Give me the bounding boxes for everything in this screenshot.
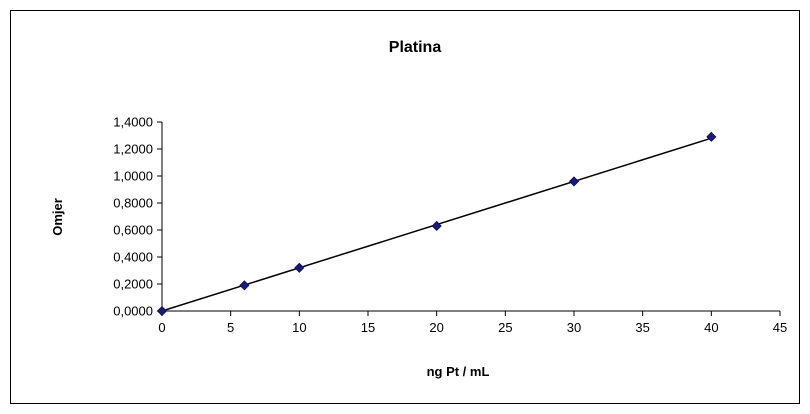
y-ticks: 0,0000 0,2000 0,4000 0,6000 0,8000 1,0000 1,20…: [113, 115, 162, 319]
x-tick-label: 0: [158, 320, 165, 335]
data-point: [568, 176, 580, 187]
y-tick-label: 0,6000: [113, 223, 153, 238]
x-ticks: 0 5 10 15 20 25 30 35 40 45: [158, 311, 787, 335]
x-tick-label: 40: [704, 320, 718, 335]
y-tick-label: 1,0000: [113, 169, 153, 184]
y-axis-title: Omjer: [50, 198, 65, 236]
x-tick-label: 15: [361, 320, 375, 335]
chart-title: Platina: [389, 39, 442, 56]
data-point: [706, 131, 717, 142]
y-tick-label: 1,4000: [113, 115, 153, 130]
x-axis-title: ng Pt / mL: [427, 364, 490, 379]
data-points: [156, 131, 717, 317]
data-point: [239, 280, 250, 291]
chart-area: [10, 10, 800, 404]
data-point: [294, 262, 305, 273]
x-tick-label: 30: [567, 320, 581, 335]
y-tick-label: 0,4000: [113, 250, 153, 265]
y-tick-label: 0,8000: [113, 196, 153, 211]
x-tick-label: 10: [292, 320, 306, 335]
y-tick-label: 1,2000: [113, 142, 153, 157]
data-point: [431, 220, 442, 232]
x-tick-label: 25: [498, 320, 512, 335]
x-tick-label: 35: [635, 320, 649, 335]
y-tick-label: 0,2000: [113, 277, 153, 292]
data-point: [156, 305, 168, 317]
x-tick-label: 45: [773, 320, 787, 335]
y-tick-label: 0,0000: [113, 304, 153, 319]
x-tick-label: 20: [429, 320, 443, 335]
x-tick-label: 5: [227, 320, 234, 335]
